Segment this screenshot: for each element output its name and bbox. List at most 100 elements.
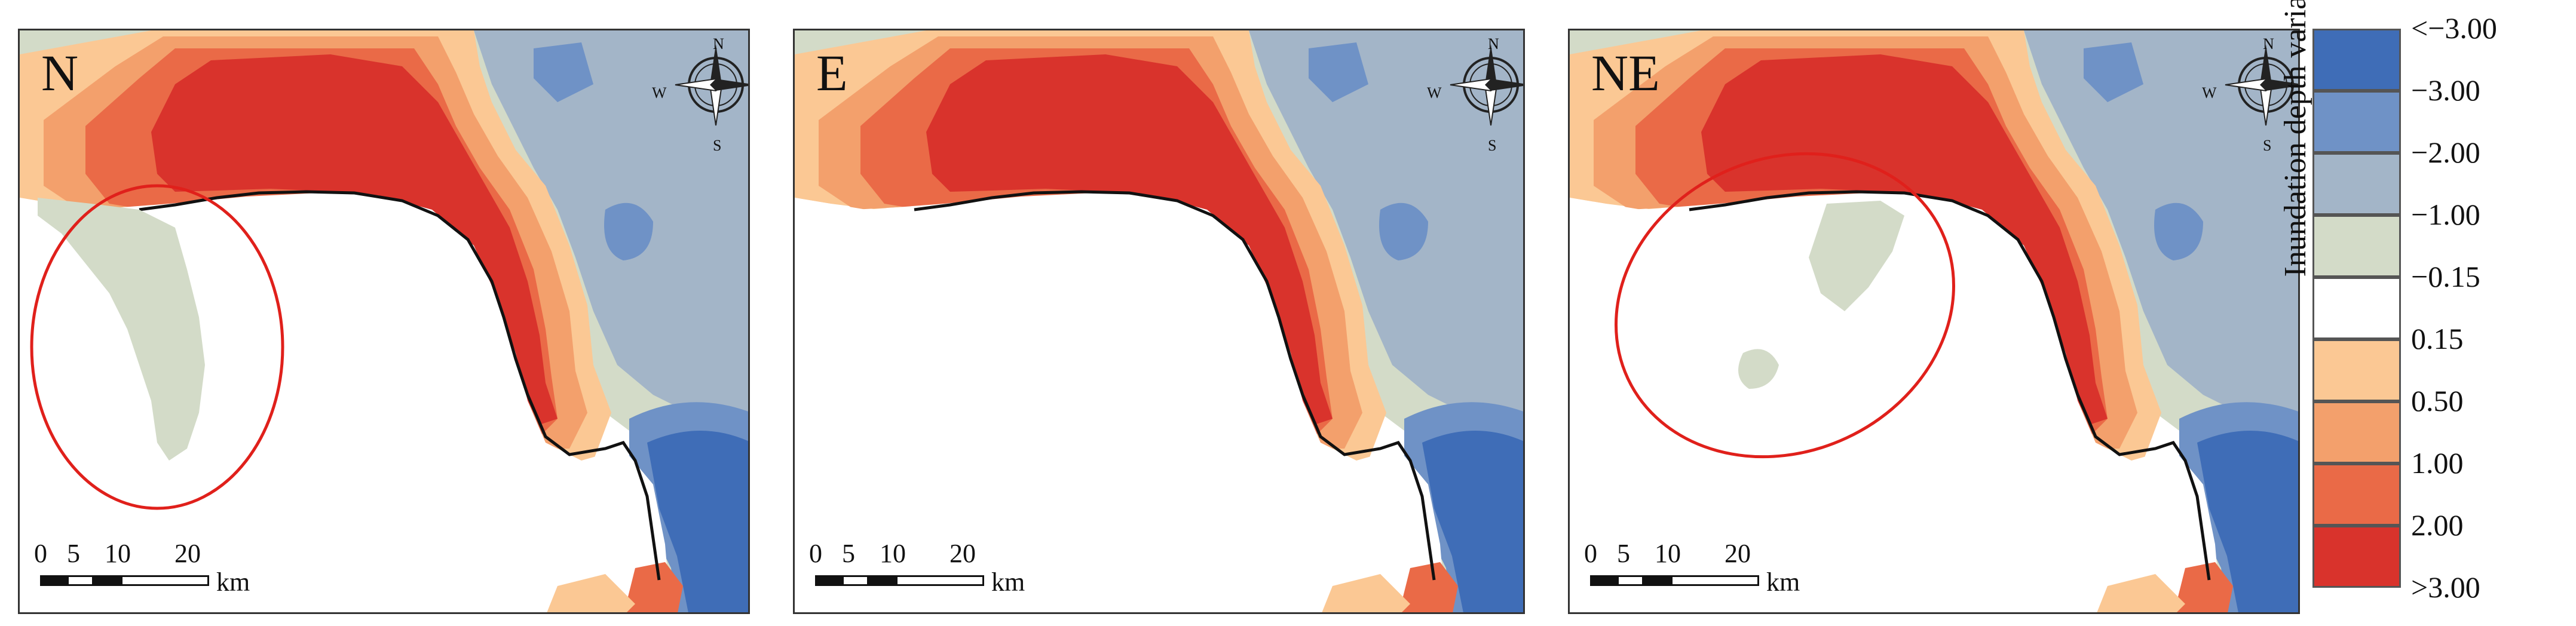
legend: <−3.00 −3.00 −2.00 −1.00 −0.15 0.15 0.50 1.00 2.…: [2312, 11, 2552, 620]
legend-label: −2.00: [2411, 136, 2480, 169]
compass-s-label: S: [713, 137, 722, 154]
legend-label: −3.00: [2411, 73, 2480, 107]
scale-bar: 0 5 10 20 km: [34, 538, 273, 610]
compass-w-label: W: [652, 84, 667, 102]
legend-label: −1.00: [2411, 198, 2480, 231]
compass-w-label: W: [2202, 84, 2217, 102]
scale-bar-segment: [869, 575, 896, 586]
flooded-area-patch: [1738, 349, 1779, 389]
scale-bar-segment: [896, 575, 984, 586]
land-decrease-3m: [2197, 431, 2298, 612]
inundation-map: [795, 30, 1523, 612]
map-panel-n: N NSWE051020km: [18, 29, 750, 614]
legend-swatch: [2312, 526, 2401, 588]
land-increase-0-15m: [2097, 574, 2185, 612]
legend-swatch: [2312, 215, 2401, 277]
scale-bar-segment: [1644, 575, 1671, 586]
land-increase-0-15m: [547, 574, 635, 612]
scale-unit-label: km: [991, 567, 1025, 597]
compass-rose-icon: [2225, 44, 2298, 126]
panel-label: E: [816, 44, 848, 102]
scale-bar-segment: [67, 575, 94, 586]
legend-swatch: [2312, 153, 2401, 215]
land-decrease-2m: [2154, 202, 2203, 260]
scale-bar-segment: [121, 575, 209, 586]
land-decrease-2m: [604, 202, 653, 260]
panel-label: N: [41, 44, 79, 102]
scale-tick-label: 20: [1725, 539, 1751, 568]
scale-tick-label: 5: [1617, 539, 1630, 568]
flooded-area-patch: [38, 198, 205, 461]
scale-tick-label: 10: [1655, 539, 1681, 568]
scale-tick-label: 20: [174, 539, 201, 568]
land-decrease-3m: [647, 431, 748, 612]
legend-swatch: [2312, 464, 2401, 526]
compass-rose-icon: [675, 44, 748, 126]
legend-swatch: [2312, 339, 2401, 401]
legend-label: 2.00: [2411, 508, 2464, 542]
compass-n-label: N: [2263, 35, 2274, 53]
compass-s-label: S: [2263, 137, 2272, 154]
highlight-ellipse: [1615, 152, 1955, 459]
map-panel-ne: NE NSWE051020km: [1568, 29, 2300, 614]
legend-label: <−3.00: [2411, 11, 2497, 45]
land-increase-1m: [624, 562, 683, 612]
compass-n-label: N: [1488, 35, 1499, 53]
inundation-map: [20, 30, 748, 612]
scale-bar-segment: [1617, 575, 1644, 586]
land-decrease-3m: [1422, 431, 1523, 612]
land-decrease-2m: [1309, 42, 1368, 102]
scale-bar: 0 5 10 20 km: [1584, 538, 1823, 610]
coastline: [139, 190, 661, 581]
flooded-area-patch: [1809, 201, 1904, 311]
inundation-map: [1570, 30, 2298, 612]
sea-area: [795, 193, 1446, 612]
land-increase-3m: [151, 54, 558, 425]
legend-swatch: [2312, 277, 2401, 339]
scale-bar-segment: [1590, 575, 1617, 586]
legend-swatch: [2312, 29, 2401, 91]
land-decrease-2m: [2084, 42, 2143, 102]
legend-label: −0.15: [2411, 260, 2480, 293]
legend-swatch: [2312, 401, 2401, 464]
highlight-ellipse: [30, 184, 284, 510]
scale-tick-label: 10: [105, 539, 131, 568]
legend-label: 0.15: [2411, 322, 2464, 355]
coastline: [1689, 190, 2211, 581]
scale-tick-label: 0: [1584, 539, 1597, 568]
legend-title: Inundation depth variations(m): [2278, 0, 2312, 277]
scale-bar-segment: [1671, 575, 1759, 586]
scale-tick-label: 10: [880, 539, 906, 568]
scale-tick-label: 0: [34, 539, 47, 568]
land-increase-1m: [2174, 562, 2233, 612]
land-increase-1m: [1399, 562, 1458, 612]
scale-bar-segment: [40, 575, 67, 586]
scale-bar-segment: [815, 575, 842, 586]
scale-unit-label: km: [216, 567, 250, 597]
scale-bar-segment: [94, 575, 121, 586]
scale-unit-label: km: [1766, 567, 1800, 597]
land-increase-3m: [1701, 54, 2108, 425]
scale-tick-label: 0: [809, 539, 822, 568]
compass-s-label: S: [1488, 137, 1497, 154]
scale-bar: 0 5 10 20 km: [809, 538, 1048, 610]
legend-swatch: [2312, 91, 2401, 153]
compass-n-label: N: [713, 35, 724, 53]
scale-tick-label: 5: [67, 539, 80, 568]
map-panel-e: E NSWE051020km: [793, 29, 1525, 614]
scale-bar-segment: [842, 575, 869, 586]
compass-w-label: W: [1427, 84, 1442, 102]
coastline: [914, 190, 1436, 581]
legend-label: >3.00: [2411, 570, 2480, 604]
sea-area: [1570, 193, 2221, 612]
land-increase-3m: [926, 54, 1333, 425]
panel-label: NE: [1591, 44, 1660, 102]
legend-label: 0.50: [2411, 384, 2464, 418]
legend-label: 1.00: [2411, 446, 2464, 480]
land-decrease-2m: [1379, 202, 1428, 260]
compass-rose-icon: [1450, 44, 1523, 126]
land-decrease-2m: [534, 42, 593, 102]
scale-tick-label: 20: [949, 539, 976, 568]
land-increase-0-15m: [1322, 574, 1410, 612]
scale-tick-label: 5: [842, 539, 855, 568]
